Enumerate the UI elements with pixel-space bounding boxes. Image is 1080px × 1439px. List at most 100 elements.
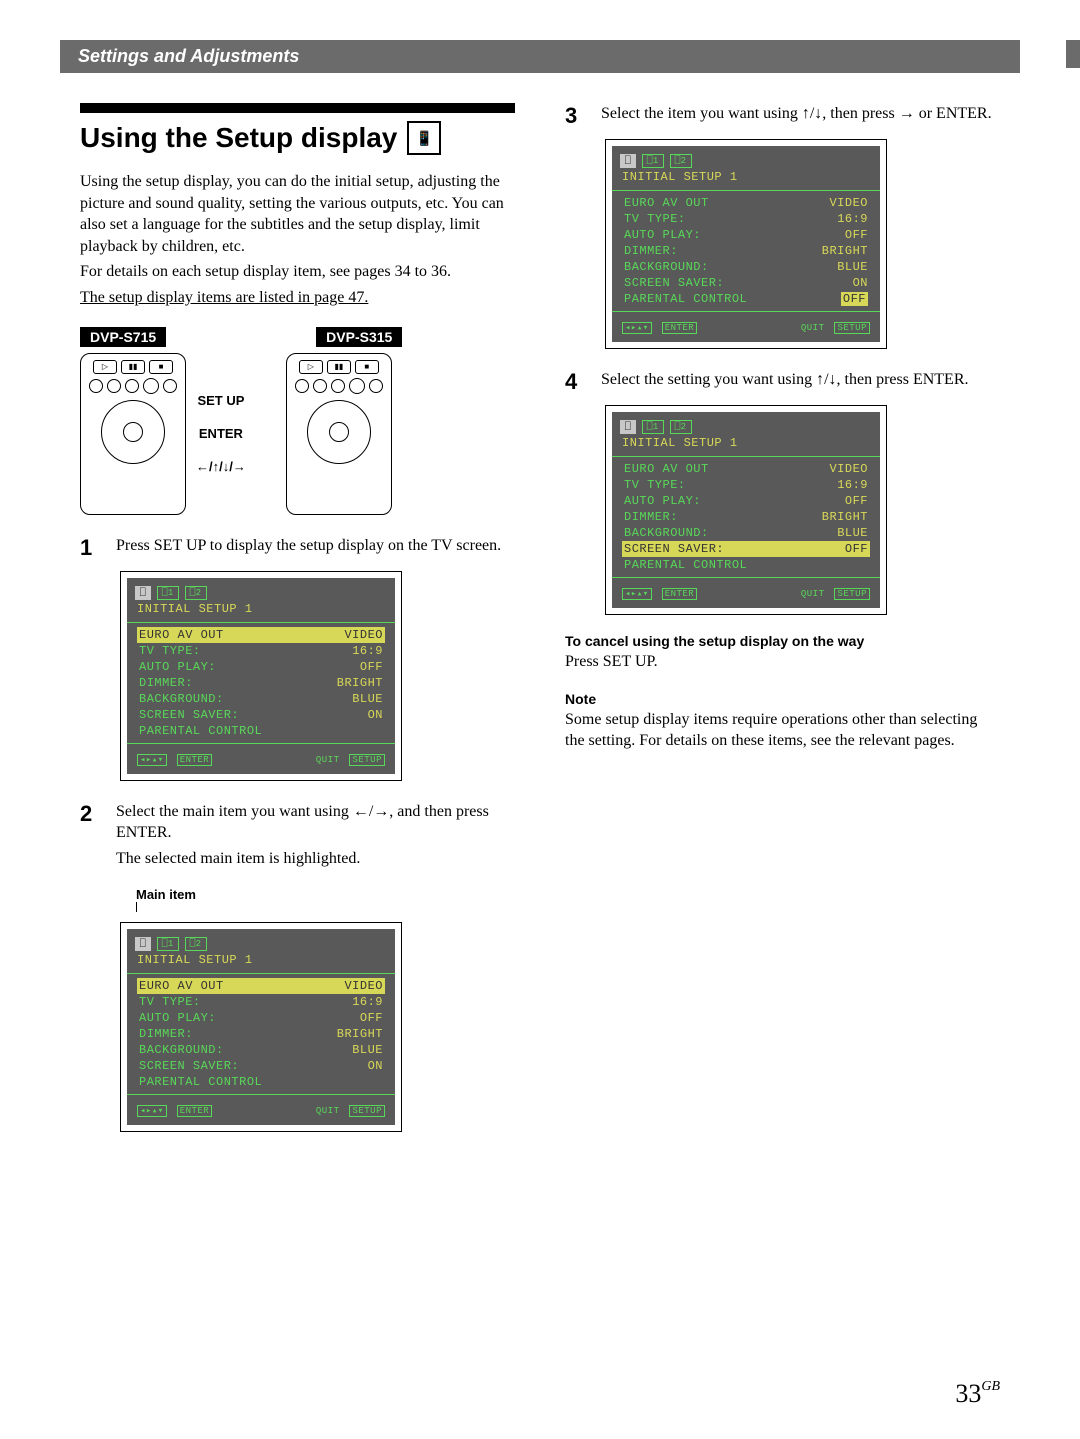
- osd-row-k: DIMMER:: [624, 244, 678, 258]
- osd-body: EURO AV OUT VIDEO TV TYPE: 16:9 AUTO PLAY:…: [127, 622, 395, 744]
- osd-row-k: AUTO PLAY:: [139, 1011, 216, 1025]
- osd-foot-setup: SETUP: [834, 588, 870, 600]
- osd-row-v: VIDEO: [829, 462, 868, 476]
- osd-title: INITIAL SETUP 1: [612, 168, 880, 190]
- osd-foot-glyphs: ◂▸▴▾: [137, 754, 167, 766]
- osd-foot-setup: SETUP: [349, 1105, 385, 1117]
- osd-row-v: 16:9: [352, 644, 383, 658]
- osd-row-k: SCREEN SAVER:: [139, 708, 239, 722]
- osd-row-k: PARENTAL CONTROL: [624, 558, 747, 572]
- osd-row-v: OFF: [845, 494, 868, 508]
- osd-foot-quit: QUIT: [316, 1106, 340, 1116]
- section-rule: [80, 103, 515, 113]
- side-tab: [1066, 40, 1080, 68]
- osd-row-v: OFF: [360, 1011, 383, 1025]
- step-3: 3 Select the item you want using ↑/↓, th…: [565, 103, 1000, 129]
- osd-row-k: PARENTAL CONTROL: [624, 292, 747, 306]
- osd-foot-quit: QUIT: [316, 755, 340, 765]
- osd-tab-1: ⎕1: [642, 420, 664, 434]
- remote-a-block: ▷▮▮■ SET UP ENTER ←/↑/↓/→: [80, 353, 246, 515]
- osd-tab-1: ⎕1: [157, 937, 179, 951]
- osd-title: INITIAL SETUP 1: [612, 434, 880, 456]
- osd-tab-1: ⎕1: [642, 154, 664, 168]
- step-1-text: Press SET UP to display the setup displa…: [116, 535, 501, 557]
- osd-row-k: TV TYPE:: [139, 644, 201, 658]
- osd-foot-quit: QUIT: [801, 323, 825, 333]
- osd-row-v: BRIGHT: [337, 676, 383, 690]
- section-heading-text: Using the Setup display: [80, 122, 397, 154]
- left-column: Using the Setup display 📱 Using the setu…: [80, 103, 515, 1142]
- section-heading: Using the Setup display 📱: [80, 121, 515, 155]
- osd-row-v: 16:9: [837, 212, 868, 226]
- osd-row-v: BRIGHT: [822, 510, 868, 524]
- osd-row-v: OFF: [845, 228, 868, 242]
- osd-row-v: BRIGHT: [822, 244, 868, 258]
- page-number-value: 33: [955, 1379, 981, 1408]
- osd-row-v: ON: [368, 1059, 383, 1073]
- osd-tab-2: ⎕2: [185, 586, 207, 600]
- osd-tab-2: ⎕2: [670, 420, 692, 434]
- osd-tab-active: ⎕: [135, 586, 151, 600]
- osd-row-v: ON: [368, 708, 383, 722]
- callout-setup: SET UP: [196, 393, 246, 408]
- osd-row-v: VIDEO: [344, 628, 383, 642]
- osd-row-k: SCREEN SAVER:: [139, 1059, 239, 1073]
- osd-row-k: BACKGROUND:: [624, 526, 709, 540]
- step-3-text: Select the item you want using ↑/↓, then…: [601, 103, 992, 125]
- osd-row-k: BACKGROUND:: [624, 260, 709, 274]
- step-1: 1 Press SET UP to display the setup disp…: [80, 535, 515, 561]
- step-3-number: 3: [565, 103, 587, 129]
- osd-row-k: SCREEN SAVER:: [624, 276, 724, 290]
- osd-row-k: TV TYPE:: [624, 478, 686, 492]
- osd-row-k: EURO AV OUT: [624, 462, 709, 476]
- osd-row-v: BLUE: [837, 526, 868, 540]
- osd-step3: ⎕ ⎕1 ⎕2 INITIAL SETUP 1 EURO AV OUTVIDEO…: [605, 139, 887, 349]
- step-1-number: 1: [80, 535, 102, 561]
- osd-body: EURO AV OUTVIDEO TV TYPE:16:9 AUTO PLAY:…: [612, 190, 880, 312]
- callout-enter: ENTER: [196, 426, 246, 441]
- intro-paragraph-1: Using the setup display, you can do the …: [80, 171, 515, 257]
- chapter-header: Settings and Adjustments: [60, 40, 1020, 73]
- osd-foot-glyphs: ◂▸▴▾: [622, 588, 652, 600]
- osd-foot-glyphs: ◂▸▴▾: [137, 1105, 167, 1117]
- model-labels: DVP-S715 DVP-S315: [80, 327, 515, 347]
- osd-row-k: EURO AV OUT: [624, 196, 709, 210]
- callout-arrows: ←/↑/↓/→: [196, 459, 246, 474]
- osd-row-k: EURO AV OUT: [139, 979, 224, 993]
- osd-row-v: 16:9: [352, 995, 383, 1009]
- osd-row-v: OFF: [845, 542, 868, 556]
- osd-foot-enter: ENTER: [177, 1105, 213, 1117]
- osd-title: INITIAL SETUP 1: [127, 600, 395, 622]
- osd-row-v: OFF: [360, 660, 383, 674]
- osd-row-k: SCREEN SAVER:: [624, 542, 724, 556]
- osd-row-k: AUTO PLAY:: [139, 660, 216, 674]
- note-body: Some setup display items require operati…: [565, 709, 1000, 752]
- osd-row-v: 16:9: [837, 478, 868, 492]
- osd-foot-enter: ENTER: [662, 322, 698, 334]
- main-item-label: Main item: [136, 887, 515, 902]
- osd-row-k: DIMMER:: [139, 676, 193, 690]
- osd-row-k: AUTO PLAY:: [624, 494, 701, 508]
- osd-step4: ⎕ ⎕1 ⎕2 INITIAL SETUP 1 EURO AV OUTVIDEO…: [605, 405, 887, 615]
- osd-row-v: BLUE: [352, 1043, 383, 1057]
- osd-row-k: EURO AV OUT: [139, 628, 224, 642]
- osd-foot-quit: QUIT: [801, 589, 825, 599]
- remote-illustrations: ▷▮▮■ SET UP ENTER ←/↑/↓/→ ▷▮▮■: [80, 353, 515, 515]
- remote-icon: 📱: [407, 121, 441, 155]
- osd-tab-2: ⎕2: [185, 937, 207, 951]
- osd-tab-2: ⎕2: [670, 154, 692, 168]
- model-label-a: DVP-S715: [80, 327, 166, 347]
- page-number-region: GB: [981, 1379, 1000, 1394]
- osd-row-v: VIDEO: [344, 979, 383, 993]
- osd-row-k: PARENTAL CONTROL: [139, 1075, 262, 1089]
- right-column: 3 Select the item you want using ↑/↓, th…: [565, 103, 1000, 1142]
- osd-title: INITIAL SETUP 1: [127, 951, 395, 973]
- osd-row-k: DIMMER:: [139, 1027, 193, 1041]
- cancel-heading: To cancel using the setup display on the…: [565, 633, 1000, 649]
- osd-tab-active: ⎕: [620, 154, 636, 168]
- remote-a: ▷▮▮■: [80, 353, 186, 515]
- step-2: 2 Select the main item you want using ←/…: [80, 801, 515, 874]
- osd-row-v: BLUE: [837, 260, 868, 274]
- osd-row-k: DIMMER:: [624, 510, 678, 524]
- page: Settings and Adjustments Using the Setup…: [0, 0, 1080, 1439]
